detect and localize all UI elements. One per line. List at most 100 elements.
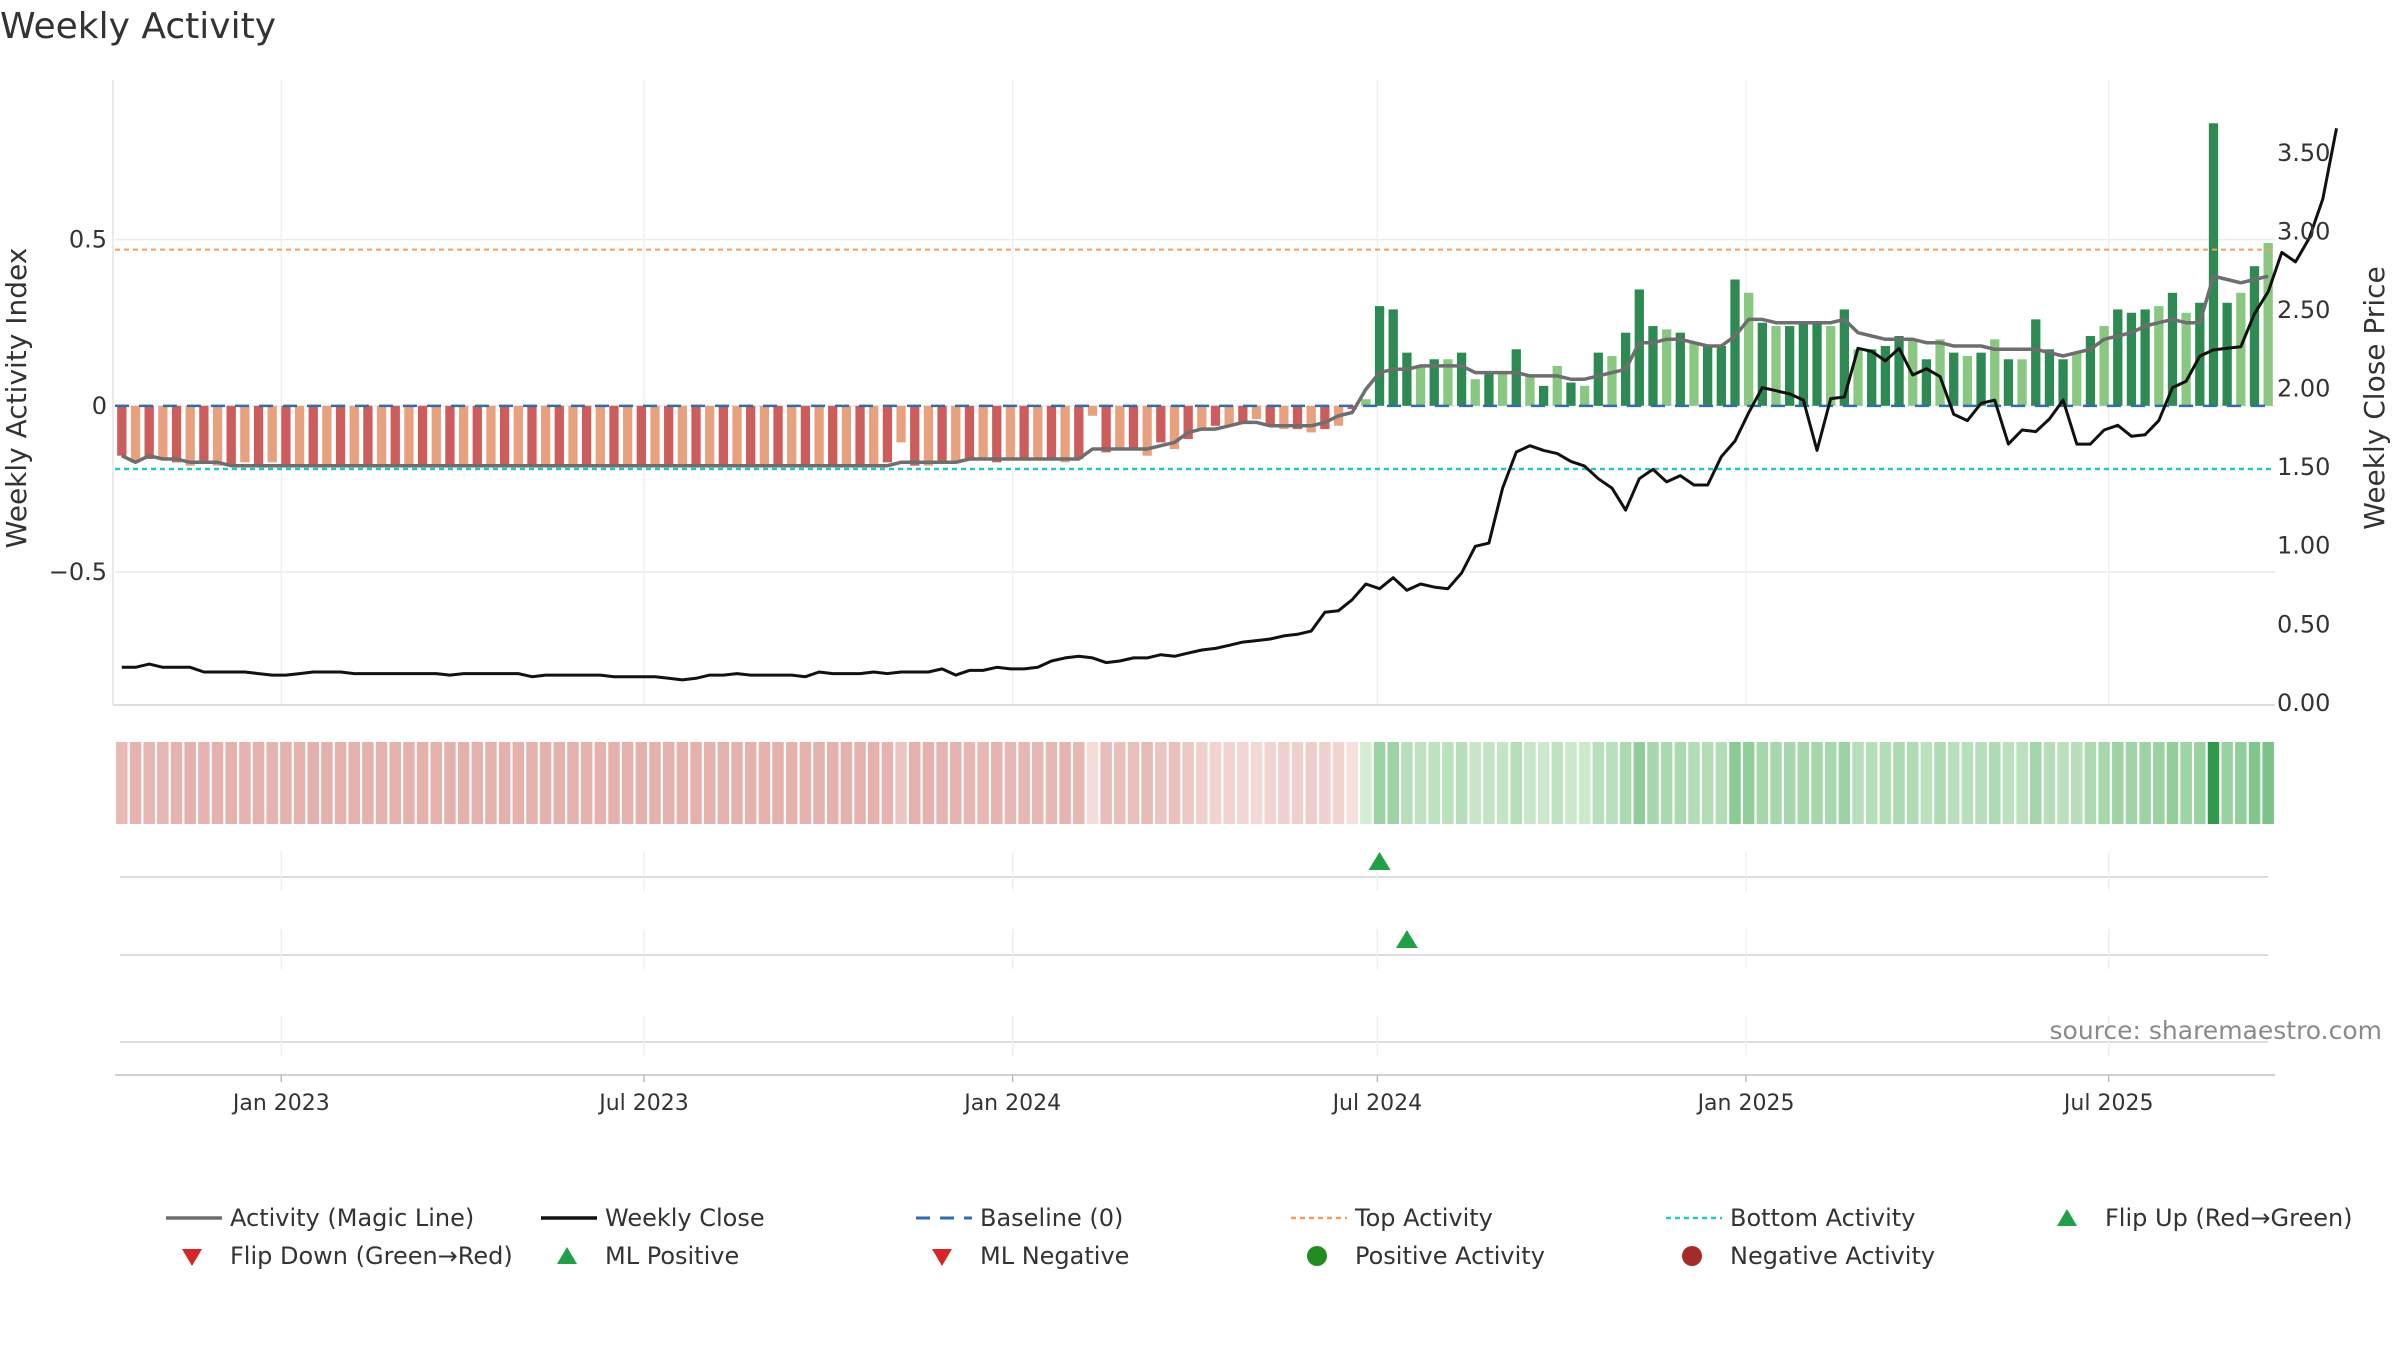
activity-bar [417, 405, 428, 466]
heat-cell [690, 742, 702, 824]
activity-bar [1429, 359, 1439, 406]
heat-cell [1305, 742, 1317, 824]
activity-bar [185, 405, 195, 466]
activity-bar [1648, 326, 1658, 406]
activity-bar [1525, 375, 1535, 406]
activity-bar [2167, 292, 2178, 406]
activity-bar [486, 405, 496, 466]
heat-cell [1674, 742, 1687, 824]
heat-cell [266, 742, 278, 824]
heat-cell [389, 742, 401, 824]
activity-bar [2140, 309, 2150, 406]
y-axis-right-label: Weekly Close Price [2358, 266, 2391, 529]
legend-label: Negative Activity [1730, 1242, 1936, 1270]
activity-bar [1744, 292, 1754, 406]
heat-cell [143, 742, 155, 824]
activity-bar [1224, 405, 1234, 426]
heat-cell [2262, 742, 2274, 824]
activity-bar [1169, 405, 1180, 450]
activity-bar [2154, 306, 2164, 406]
triangle-down-red-icon [182, 1249, 202, 1266]
flip-up-marker [1368, 852, 1391, 870]
activity-bar [746, 405, 756, 466]
heat-cell [2166, 742, 2179, 824]
activity-bar [1880, 345, 1891, 406]
heat-cell [2016, 742, 2028, 824]
legend-item: Baseline (0) [910, 1200, 1123, 1236]
heat-cell [580, 742, 593, 824]
activity-bar [814, 405, 824, 466]
heat-cell [1715, 742, 1728, 824]
heat-cell [1332, 742, 1345, 824]
activity-bar [1716, 345, 1726, 406]
activity-bar [308, 405, 318, 466]
heat-cell [416, 742, 429, 824]
legend-label: Baseline (0) [980, 1204, 1124, 1232]
activity-bar [294, 405, 305, 466]
activity-bar [2058, 359, 2068, 406]
magic-line [121, 274, 2269, 468]
heat-cell [854, 742, 866, 824]
activity-bar [677, 405, 687, 466]
x-tick-label: Jul 2023 [597, 1091, 689, 1116]
activity-bar [1798, 322, 1809, 406]
dot-orange-icon [1291, 1216, 1347, 1220]
activity-bar [1019, 405, 1029, 460]
activity-bar [1374, 306, 1385, 406]
heat-cell [1797, 742, 1810, 824]
heat-cell [1510, 742, 1523, 824]
activity-bar [1826, 326, 1836, 406]
heat-cell [1114, 742, 1126, 824]
heat-cell [1811, 742, 1823, 824]
activity-bar [2181, 312, 2191, 406]
activity-bar [964, 405, 975, 460]
heat-cell [1619, 742, 1632, 824]
heat-cell [1688, 742, 1700, 824]
activity-heat-strip [116, 742, 2274, 824]
heat-cell [922, 742, 935, 824]
heat-cell [772, 742, 784, 824]
right-tick-label: 0.50 [2277, 610, 2330, 638]
activity-bar [1484, 372, 1494, 406]
weekly-close-line [121, 128, 2338, 682]
activity-bar [1142, 405, 1152, 456]
activity-bar [2003, 359, 2014, 406]
heat-cell [1947, 742, 1960, 824]
right-tick-label: 2.50 [2277, 296, 2330, 324]
activity-bar [1470, 379, 1480, 406]
heat-cell [198, 742, 210, 824]
legend-label: ML Negative [980, 1242, 1130, 1270]
activity-bar [158, 405, 168, 460]
heat-cell [1196, 742, 1208, 824]
activity-bar [267, 405, 277, 463]
heat-cell [321, 742, 333, 824]
x-tick-label: Jan 2024 [962, 1091, 1061, 1116]
activity-bar [1962, 355, 1973, 406]
left-tick-label: −0.5 [49, 558, 107, 586]
activity-bar [828, 405, 838, 466]
activity-bar [1935, 339, 1945, 406]
legend-label: Weekly Close [605, 1204, 765, 1232]
activity-bar [1361, 399, 1371, 406]
activity-bar [1456, 352, 1467, 406]
activity-bar [732, 405, 742, 466]
activity-bar [499, 405, 510, 466]
activity-bar [1990, 339, 2000, 406]
heat-cell [826, 742, 839, 824]
activity-bar [910, 405, 920, 466]
heat-cell [662, 742, 675, 824]
activity-bar [281, 405, 291, 466]
activity-bar [2195, 302, 2205, 406]
heat-cell [1360, 742, 1372, 824]
activity-bar [1689, 342, 1699, 406]
activity-bar [1128, 405, 1139, 450]
legend-label: ML Positive [605, 1242, 740, 1270]
activity-bar [253, 405, 264, 466]
activity-bar [841, 405, 852, 466]
activity-bar [1675, 332, 1685, 406]
activity-bar [1156, 405, 1166, 443]
activity-bar [609, 405, 619, 466]
heat-cell [457, 742, 470, 824]
heat-cell [225, 742, 237, 824]
heat-cell [867, 742, 880, 824]
